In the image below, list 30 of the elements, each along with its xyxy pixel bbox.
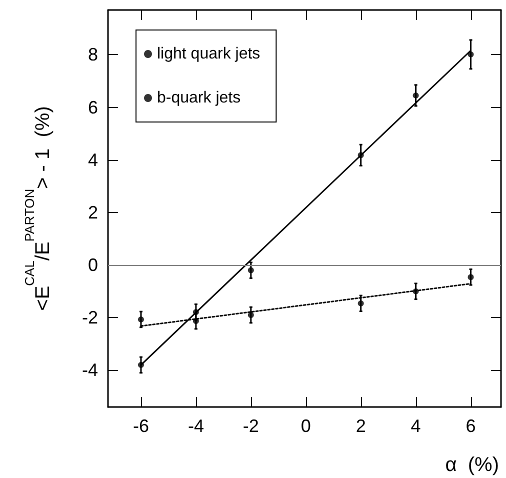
legend-label: b-quark jets <box>157 90 241 106</box>
x-tick-label: 0 <box>300 416 311 436</box>
x-tick-label: 6 <box>466 416 476 436</box>
point <box>412 92 419 98</box>
point <box>192 318 199 324</box>
y-tick-label: -2 <box>82 308 98 328</box>
x-tick-label: -6 <box>132 416 149 436</box>
y-tick-label: 6 <box>88 97 98 118</box>
x-tick-label: 2 <box>356 416 366 436</box>
point <box>358 152 364 158</box>
point <box>468 274 474 280</box>
point <box>468 51 474 58</box>
point <box>138 362 144 368</box>
y-tick-label: 4 <box>88 150 98 170</box>
y-tick-label: 8 <box>88 44 98 65</box>
x-tick-label: -4 <box>188 416 204 436</box>
point <box>192 309 199 316</box>
point <box>248 312 254 318</box>
x-axis-title: α (%) <box>445 454 499 476</box>
point <box>358 300 364 306</box>
y-tick-label: -4 <box>82 360 98 380</box>
y-tick-label: 0 <box>88 255 98 276</box>
point <box>248 267 254 274</box>
y-tick-label: 2 <box>88 202 98 222</box>
x-tick-label: -2 <box>242 416 259 436</box>
y-axis-title: <ECAL/EPARTON> - 1 (%) <box>22 106 54 311</box>
point <box>138 316 144 322</box>
legend-label: light quark jets <box>157 46 260 62</box>
x-tick-label: 4 <box>410 416 421 436</box>
point <box>412 288 419 294</box>
